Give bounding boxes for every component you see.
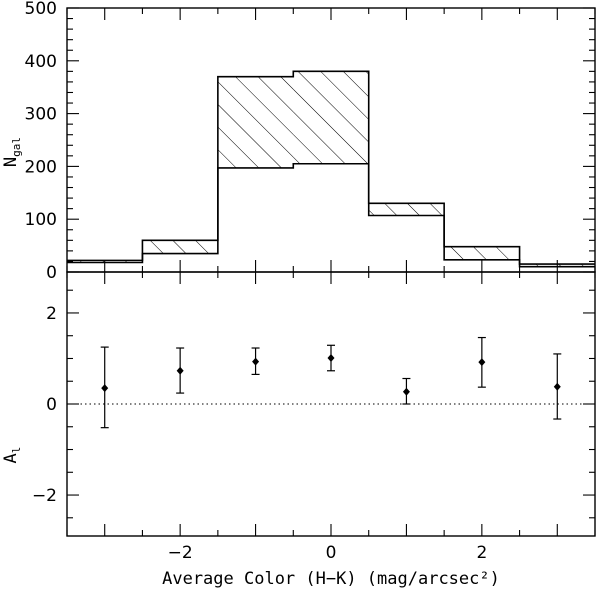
- top-y-tick-label: 400: [25, 52, 57, 72]
- bottom-y-tick-label: 0: [46, 395, 57, 415]
- hatch-band: [444, 246, 520, 260]
- bottom-y-tick-label: 2: [46, 304, 57, 324]
- bottom-y-axis-title-main: A: [1, 453, 21, 463]
- histogram-open-step: [67, 162, 595, 268]
- hatch-band: [293, 71, 369, 164]
- x-axis-title: Average Color (H−K) (mag/arcsec²): [162, 569, 500, 589]
- data-point: [252, 357, 260, 366]
- top-y-tick-label: 0: [46, 263, 57, 283]
- top-y-tick-label: 500: [25, 0, 57, 19]
- top-y-axis-title: Ngal: [1, 137, 23, 167]
- hatch-band: [142, 240, 218, 254]
- top-y-tick-label: 300: [25, 105, 57, 125]
- x-tick-label: −2: [168, 543, 193, 563]
- top-y-axis-title-sub: gal: [10, 137, 23, 157]
- data-point: [478, 358, 486, 367]
- data-point: [176, 366, 184, 375]
- hatch-band: [368, 203, 445, 216]
- data-point: [402, 387, 410, 396]
- data-point: [553, 382, 561, 391]
- bottom-y-axis-title-sub: l: [10, 447, 23, 454]
- x-tick-label: 0: [326, 543, 337, 563]
- top-y-tick-label: 200: [25, 157, 57, 177]
- top-y-tick-label: 100: [25, 210, 57, 230]
- hatch-band: [217, 76, 294, 168]
- bottom-y-tick-label: −2: [32, 486, 57, 506]
- top-y-axis-title-main: N: [1, 157, 21, 167]
- bottom-frame: [66, 271, 596, 537]
- scatter-panel: [66, 271, 596, 537]
- data-point: [327, 354, 335, 363]
- histogram-hatched-step: [67, 70, 595, 265]
- bottom-y-axis-title: Al: [1, 447, 23, 464]
- x-tick-label: 2: [476, 543, 487, 563]
- histogram-panel: [66, 7, 596, 273]
- data-point: [101, 384, 109, 393]
